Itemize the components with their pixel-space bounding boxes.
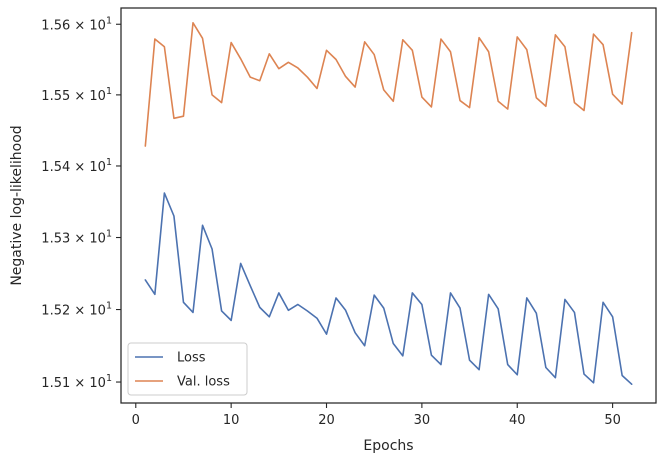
x-tick-label: 10 (223, 413, 240, 428)
x-tick-label: 30 (414, 413, 431, 428)
y-tick-label: 1.54 × 101 (41, 157, 112, 175)
x-tick-label: 20 (318, 413, 335, 428)
series-lines (144, 22, 633, 386)
legend-label-loss: Loss (177, 351, 206, 366)
series-line-loss (144, 192, 633, 386)
x-axis-label: Epochs (363, 438, 413, 454)
series-line-val-loss (144, 22, 633, 147)
legend-box (127, 342, 248, 396)
plot-frame (120, 7, 657, 404)
y-axis-ticks: 1.51 × 101 1.52 × 101 1.53 × 101 1.54 × 101… (41, 15, 121, 391)
x-tick-label: 40 (509, 413, 526, 428)
y-tick-label: 1.51 × 101 (41, 373, 112, 391)
y-tick-label: 1.52 × 101 (41, 301, 112, 319)
y-tick-label: 1.56 × 101 (41, 15, 112, 33)
legend-label-val-loss: Val. loss (177, 375, 230, 390)
legend: Loss Val. loss (127, 342, 248, 396)
y-axis-label: Negative log-likelihood (9, 125, 25, 285)
x-tick-label: 50 (604, 413, 621, 428)
x-axis-ticks: 0 10 20 30 40 50 (132, 403, 621, 428)
x-tick-label: 0 (132, 413, 140, 428)
y-tick-label: 1.53 × 101 (41, 229, 112, 247)
y-tick-label: 1.55 × 101 (41, 86, 112, 104)
